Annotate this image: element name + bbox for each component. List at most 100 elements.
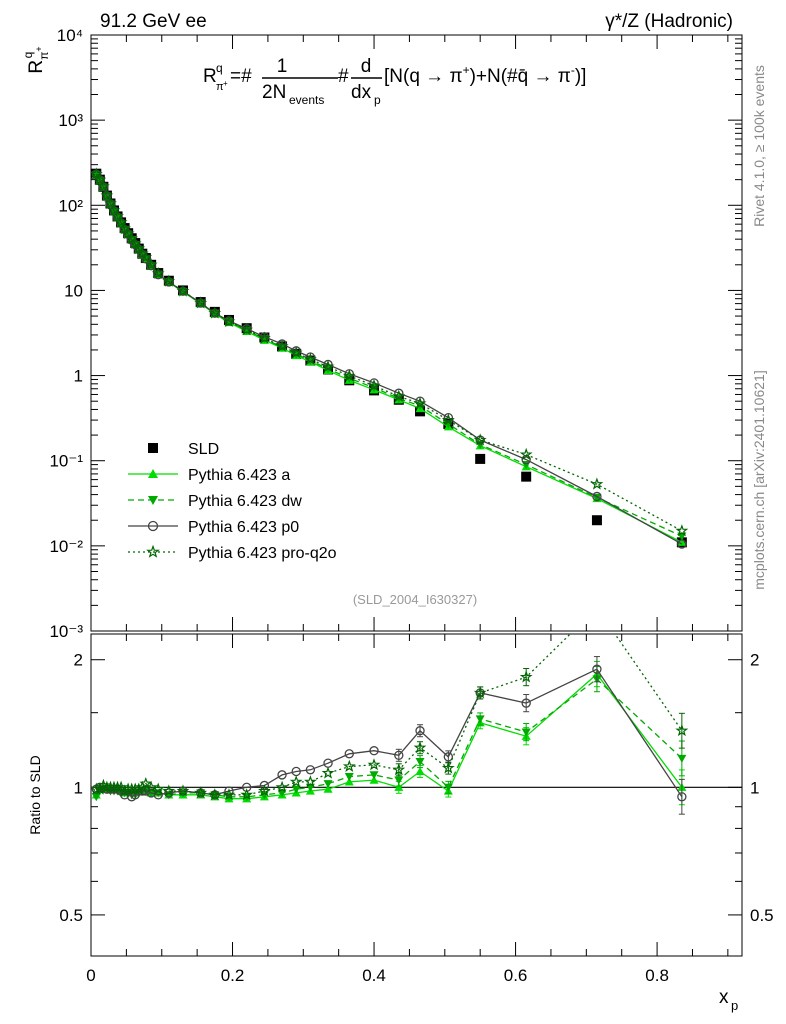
- ratio-point: [323, 780, 333, 789]
- legend-marker: [148, 443, 158, 453]
- ratio-point: [369, 746, 379, 756]
- ratio-point: [289, 775, 303, 788]
- ratio-point: [111, 780, 124, 793]
- ratio-point: [194, 786, 208, 799]
- legend-label: Pythia 6.423 p0: [188, 519, 299, 536]
- ratio-point: [473, 686, 487, 699]
- svg-text:d: d: [361, 56, 372, 77]
- ratio-point: [128, 782, 142, 795]
- data-point: [519, 447, 533, 461]
- ratio-point: [144, 780, 158, 793]
- svg-text:1: 1: [277, 56, 288, 77]
- x-tick-label: 0: [86, 966, 95, 985]
- data-point: [473, 433, 487, 446]
- data-point: [132, 241, 146, 255]
- ratio-point: [475, 715, 485, 724]
- ratio-point: [521, 698, 531, 708]
- y-tick-label: 10⁻³: [49, 622, 83, 641]
- data-point: [521, 471, 532, 482]
- svg-text:q: q: [216, 61, 223, 75]
- analysis-id: (SLD_2004_I630327): [353, 592, 477, 607]
- data-point: [289, 346, 303, 359]
- data-point: [176, 284, 190, 297]
- ratio-point: [413, 741, 427, 754]
- data-point: [675, 524, 689, 537]
- data-point: [304, 352, 317, 365]
- ratio-point: [677, 792, 687, 802]
- ratio-point: [592, 603, 601, 612]
- ratio-ylabel: Ratio to SLD: [27, 755, 43, 834]
- ratio-point: [164, 788, 174, 798]
- x-tick-label: 0.4: [362, 966, 386, 985]
- ratio-point: [367, 758, 381, 771]
- y-tick-label: 10⁴: [57, 26, 83, 45]
- series-pythia-6-423-pro-q2o: [91, 167, 689, 537]
- ratio-line: [96, 634, 683, 796]
- x-axis-label: x p: [719, 987, 738, 1013]
- legend-entry: Pythia 6.423 dw: [128, 493, 302, 510]
- data-point: [394, 388, 404, 398]
- ratio-point: [176, 784, 190, 797]
- y-tick-label: 10: [64, 281, 83, 300]
- data-point: [413, 396, 427, 409]
- ratio-point: [275, 780, 289, 793]
- svg-text:π: π: [216, 81, 224, 93]
- series-line: [95, 174, 683, 537]
- data-point: [151, 266, 165, 279]
- data-point: [592, 491, 602, 502]
- legend-label: Pythia 6.423 dw: [188, 493, 302, 510]
- ratio-y-tick-label-right: 2: [750, 651, 759, 670]
- ratio-plot-frame: [90, 633, 743, 957]
- data-point: [342, 369, 356, 382]
- ratio-point: [394, 776, 404, 785]
- ratio-point: [394, 750, 404, 761]
- data-point: [475, 453, 486, 464]
- legend-label: SLD: [188, 441, 219, 458]
- data-point: [521, 454, 531, 465]
- data-point: [194, 296, 208, 309]
- ratio-point: [342, 759, 356, 772]
- series-pythia-6-423-p0: [91, 169, 687, 549]
- data-point: [240, 323, 254, 336]
- series-line: [95, 173, 683, 532]
- ratio-point: [304, 775, 317, 788]
- data-point: [104, 196, 117, 209]
- data-point: [275, 339, 289, 352]
- svg-text:+: +: [223, 79, 228, 88]
- legend-marker: [148, 496, 158, 505]
- data-point: [369, 378, 379, 388]
- x-tick-label: 0.2: [221, 966, 245, 985]
- ratio-point: [394, 782, 404, 791]
- ratio-point: [291, 785, 301, 794]
- data-point: [144, 257, 158, 271]
- ratio-point: [443, 783, 453, 792]
- ratio-point: [151, 782, 165, 795]
- ratio-point: [222, 788, 236, 801]
- ratio-point: [305, 765, 316, 775]
- ratio-point: [369, 771, 379, 780]
- ratio-point: [321, 766, 335, 779]
- ratio-y-tick-label: 2: [74, 651, 83, 670]
- data-point: [111, 209, 124, 222]
- svg-text:Rπ+q: Rπ+q: [21, 46, 51, 73]
- ratio-y-tick-label-right: 0.5: [750, 906, 774, 925]
- ratio-point: [323, 784, 333, 793]
- data-point: [107, 203, 121, 216]
- ratio-point: [277, 770, 287, 780]
- main-ylabel: Rπ+q: [21, 46, 51, 73]
- data-point: [590, 477, 604, 490]
- ratio-y-tick-label: 1: [74, 778, 83, 797]
- y-tick-label: 10²: [58, 196, 83, 215]
- svg-text:events: events: [289, 93, 324, 107]
- svg-text:#: #: [338, 66, 349, 87]
- data-point: [441, 413, 455, 426]
- ratio-line: [95, 673, 683, 800]
- ratio-point: [91, 793, 101, 802]
- ratio-point: [592, 664, 602, 674]
- legend-marker: [147, 520, 159, 532]
- ratio-point: [344, 772, 354, 782]
- ratio-point: [675, 723, 689, 737]
- ratio-point: [91, 782, 103, 795]
- data-point: [222, 314, 236, 328]
- legend-marker: [146, 544, 160, 558]
